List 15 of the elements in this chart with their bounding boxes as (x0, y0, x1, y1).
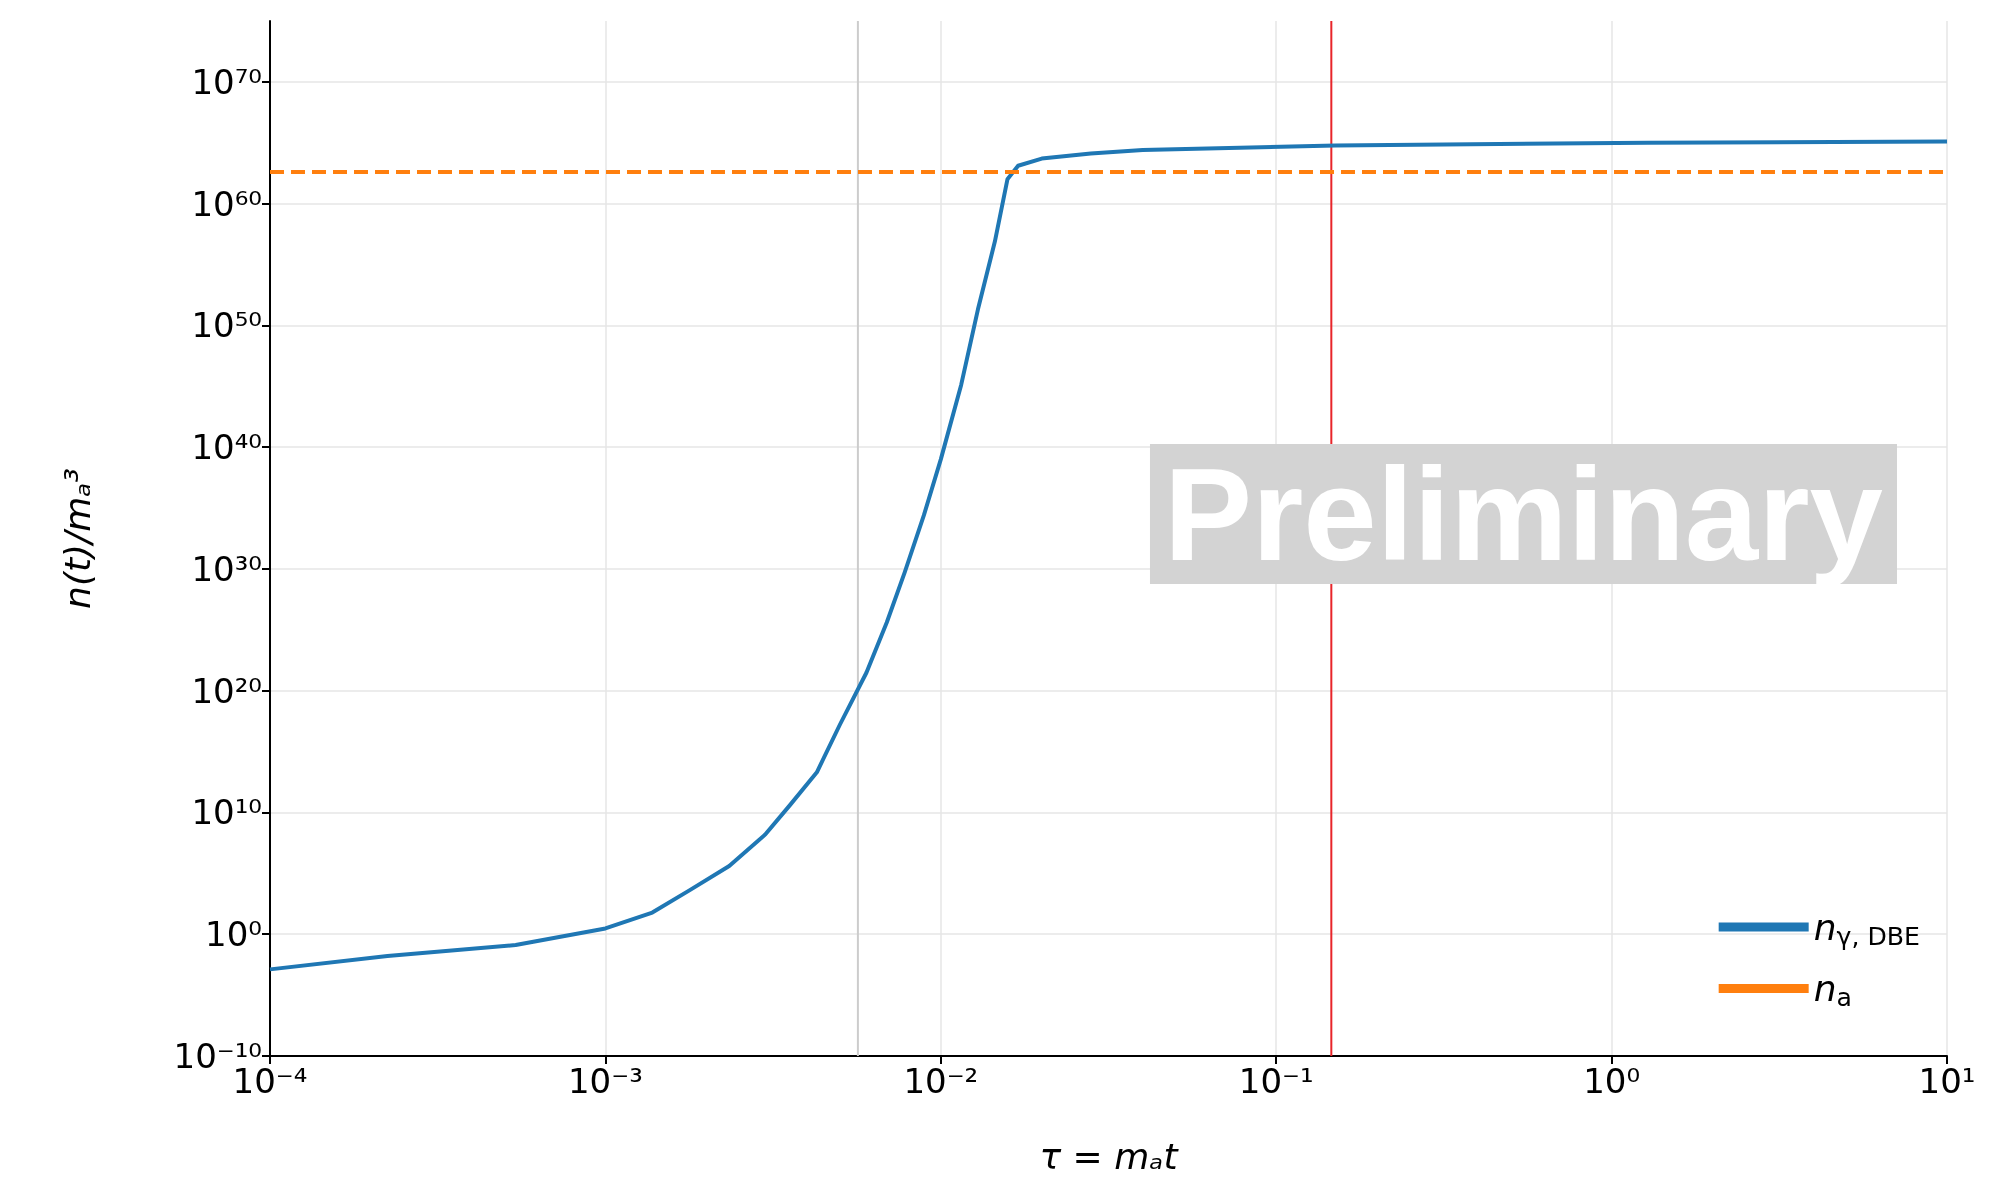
y-tick-label: 10²⁰ (191, 670, 262, 711)
x-tick-label: 10⁻³ (567, 1061, 643, 1101)
y-tick-label: 10¹⁰ (191, 792, 262, 833)
x-axis-title: τ = mₐt (1039, 1135, 1180, 1177)
y-axis-title: n(t)/mₐ³ (56, 468, 98, 609)
y-tick-label: 10³⁰ (191, 548, 262, 589)
y-tick-label: 10⁶⁰ (191, 183, 262, 224)
x-tick-label: 10⁻² (903, 1061, 979, 1101)
y-tick-label: 10⁰ (205, 914, 262, 955)
x-tick-label: 10⁰ (1583, 1061, 1641, 1101)
y-tick-label: 10⁷⁰ (191, 61, 262, 102)
y-tick-label: 10⁵⁰ (191, 305, 262, 346)
x-tick-label: 10⁻¹ (1238, 1061, 1314, 1101)
y-tick-label: 10⁴⁰ (191, 427, 262, 468)
x-tick-label: 10¹ (1918, 1061, 1976, 1101)
